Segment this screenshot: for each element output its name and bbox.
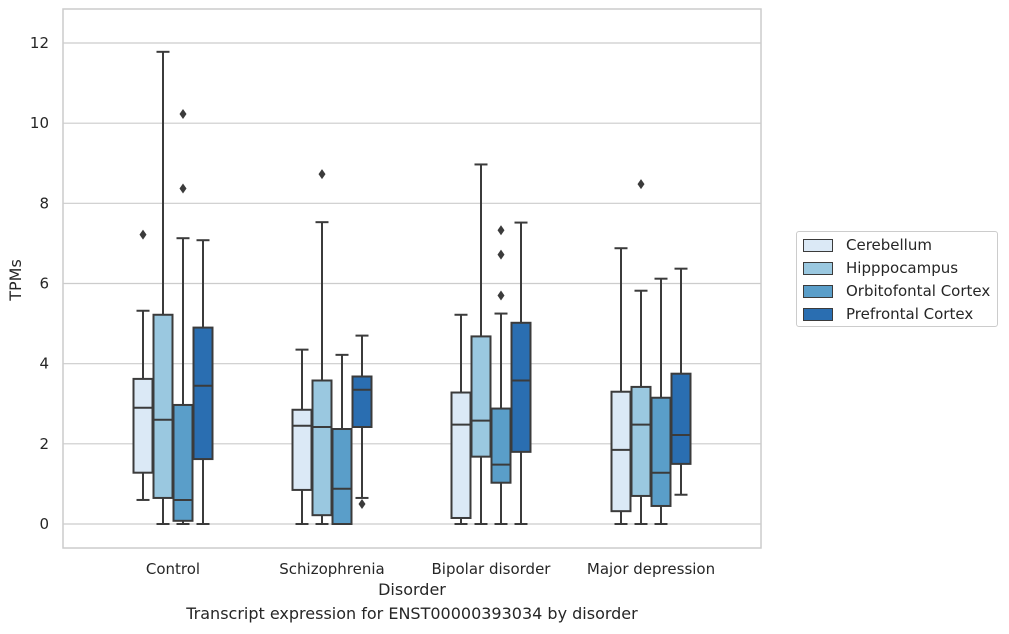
y-tick-label: 12 (30, 34, 49, 52)
x-tick-label: Control (146, 560, 200, 578)
outlier-point (637, 179, 645, 190)
box-0-3 (610, 247, 632, 525)
box-1-2 (470, 163, 492, 525)
box-body (670, 372, 692, 465)
box-body (470, 335, 492, 458)
outlier-point (179, 108, 187, 119)
box-0-2 (450, 313, 472, 525)
x-tick-label: Bipolar disorder (432, 560, 552, 578)
legend-item-cerebellum: Cerebellum (803, 235, 932, 255)
axes: 0 2 4 6 8 10 12 Control Schizophrenia Bipolar dis… (30, 34, 715, 578)
box-body (172, 403, 194, 522)
box-2-0 (172, 108, 194, 525)
box-2-2 (490, 225, 512, 525)
y-tick-label: 6 (39, 275, 49, 293)
y-tick-label: 8 (39, 194, 49, 212)
legend-label: Prefrontal Cortex (846, 305, 974, 323)
box-1-1 (311, 169, 333, 525)
plot-area-frame (62, 8, 762, 549)
box-body (331, 428, 353, 525)
x-tick-label: Schizophrenia (279, 560, 384, 578)
y-tick-label: 0 (39, 515, 49, 533)
box-body (192, 326, 214, 461)
box-body (650, 396, 672, 507)
boxes (132, 50, 692, 525)
box-body (510, 321, 532, 453)
outlier-point (497, 290, 505, 301)
box-body (152, 313, 174, 499)
box-3-1 (351, 334, 373, 509)
box-2-3 (650, 277, 672, 525)
legend-label: Cerebellum (846, 236, 932, 254)
box-1-0 (152, 50, 174, 525)
y-axis-label: TPMs (6, 259, 25, 302)
box-3-2 (510, 221, 532, 525)
box-body (132, 377, 154, 474)
outlier-point (497, 225, 505, 236)
box-body (490, 407, 512, 484)
figure-caption: Transcript expression for ENST0000039303… (186, 604, 638, 623)
box-body (291, 408, 313, 491)
outlier-point (179, 183, 187, 194)
outlier-point (318, 169, 326, 180)
box-1-3 (630, 179, 652, 525)
box-3-0 (192, 239, 214, 525)
box-body (450, 391, 472, 519)
legend-swatch-cerebellum (803, 238, 833, 252)
legend-swatch-prefrontal (803, 307, 833, 321)
y-tick-label: 10 (30, 114, 49, 132)
legend-item-hippocampus: Hipppocampus (803, 258, 958, 278)
outlier-point (358, 498, 366, 509)
legend: Cerebellum Hipppocampus Orbitofontal Cor… (796, 231, 998, 327)
box-2-1 (331, 353, 353, 525)
outlier-point (497, 249, 505, 260)
legend-label: Hipppocampus (846, 259, 959, 277)
x-axis-label: Disorder (378, 580, 446, 599)
legend-item-prefrontal: Prefrontal Cortex (803, 304, 973, 324)
legend-swatch-orbitofrontal (803, 284, 833, 298)
box-0-0 (132, 229, 154, 501)
legend-swatch-hippocampus (803, 261, 833, 275)
y-tick-label: 4 (39, 355, 49, 373)
box-body (351, 375, 373, 428)
box-body (311, 379, 333, 517)
legend-label: Orbitofontal Cortex (846, 282, 991, 300)
x-tick-label: Major depression (587, 560, 715, 578)
box-body (610, 390, 632, 513)
y-tick-label: 2 (39, 435, 49, 453)
outlier-point (139, 229, 147, 240)
box-0-1 (291, 348, 313, 525)
box-3-3 (670, 267, 692, 496)
box-body (630, 385, 652, 497)
legend-item-orbitofrontal: Orbitofontal Cortex (803, 281, 990, 301)
